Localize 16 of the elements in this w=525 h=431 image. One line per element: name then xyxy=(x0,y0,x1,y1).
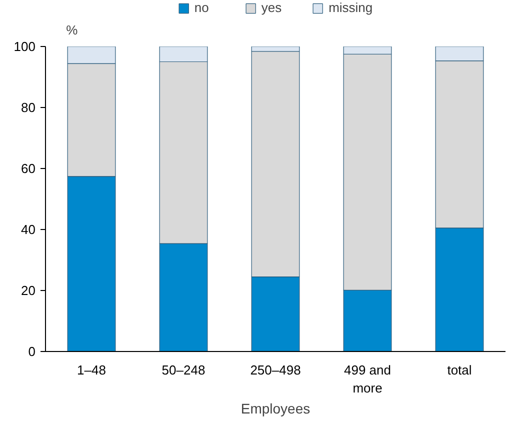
y-tick-label: 20 xyxy=(21,283,36,298)
x-tick-label: 50–248 xyxy=(162,362,206,378)
x-tick-label: 499 and more xyxy=(344,362,392,396)
legend-label: yes xyxy=(261,0,282,15)
x-tick-label: 250–498 xyxy=(250,362,301,378)
x-tick-label: 1–48 xyxy=(77,362,106,378)
y-tick-label: 40 xyxy=(21,222,36,237)
y-tick-label: 0 xyxy=(28,344,36,359)
y-axis-title: % xyxy=(66,22,78,38)
y-tick-label: 60 xyxy=(21,161,36,176)
y-tick-label: 80 xyxy=(21,100,36,115)
x-tick-label: total xyxy=(447,362,472,378)
legend-label: missing xyxy=(328,0,373,15)
legend-label: no xyxy=(194,0,210,15)
x-axis-title: Employees xyxy=(240,400,310,416)
y-tick-label: 100 xyxy=(14,39,36,54)
